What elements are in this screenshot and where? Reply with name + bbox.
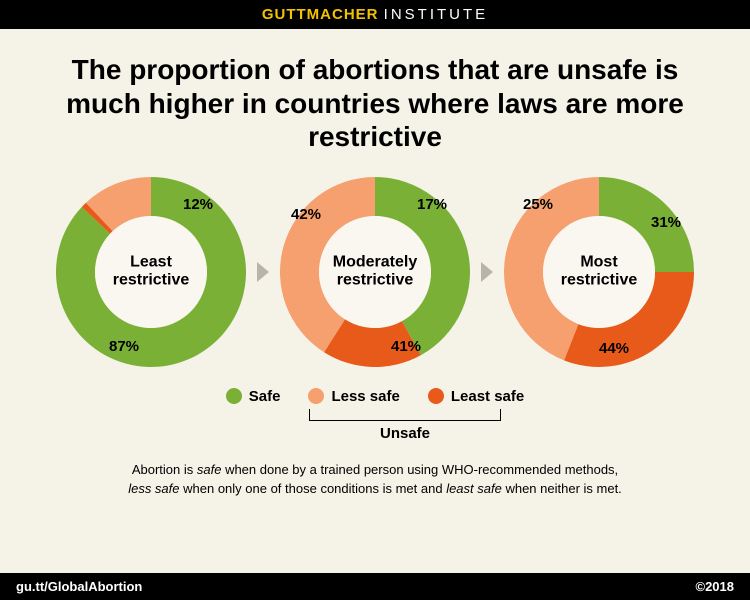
header-bar: GUTTMACHER INSTITUTE bbox=[0, 0, 750, 29]
legend-swatch bbox=[226, 388, 242, 404]
pct-label: 12% bbox=[183, 196, 213, 213]
legend-item-safe: Safe bbox=[226, 388, 281, 405]
content-area: The proportion of abortions that are uns… bbox=[0, 29, 750, 573]
pct-label: 42% bbox=[291, 206, 321, 223]
donut-chart-most: Most restrictive 25% 31% 44% bbox=[499, 172, 699, 372]
legend: Safe Less safe Least safe bbox=[40, 388, 710, 405]
charts-row: Least restrictive 87% 12% Moderately restri… bbox=[40, 172, 710, 372]
footer-bar: gu.tt/GlobalAbortion ©2018 bbox=[0, 573, 750, 600]
legend-label: Safe bbox=[249, 388, 281, 405]
donut-center-label: Moderately restrictive bbox=[319, 253, 431, 290]
donut-center-label: Least restrictive bbox=[95, 253, 207, 290]
pct-label: 41% bbox=[391, 338, 421, 355]
legend-label: Less safe bbox=[331, 388, 399, 405]
pct-label: 31% bbox=[651, 214, 681, 231]
legend-item-less_safe: Less safe bbox=[308, 388, 399, 405]
bracket-label: Unsafe bbox=[309, 425, 501, 442]
pct-label: 44% bbox=[599, 340, 629, 357]
donut-chart-least: Least restrictive 87% 12% bbox=[51, 172, 251, 372]
pct-label: 25% bbox=[523, 196, 553, 213]
unsafe-bracket: Unsafe bbox=[40, 409, 710, 442]
legend-label: Least safe bbox=[451, 388, 524, 405]
footer-copyright: ©2018 bbox=[696, 579, 735, 594]
footnote: Abortion is safe when done by a trained … bbox=[40, 460, 710, 499]
bracket-line bbox=[309, 409, 501, 421]
pct-label: 17% bbox=[417, 196, 447, 213]
legend-swatch bbox=[308, 388, 324, 404]
brand-primary: GUTTMACHER bbox=[262, 6, 379, 23]
brand-secondary: INSTITUTE bbox=[384, 6, 489, 23]
legend-item-least_safe: Least safe bbox=[428, 388, 524, 405]
arrow-icon bbox=[481, 262, 493, 282]
footer-url: gu.tt/GlobalAbortion bbox=[16, 579, 142, 594]
donut-chart-moderate: Moderately restrictive 42% 17% 41% bbox=[275, 172, 475, 372]
arrow-icon bbox=[257, 262, 269, 282]
donut-center-label: Most restrictive bbox=[543, 253, 655, 290]
page-title: The proportion of abortions that are uns… bbox=[40, 53, 710, 154]
pct-label: 87% bbox=[109, 338, 139, 355]
legend-swatch bbox=[428, 388, 444, 404]
